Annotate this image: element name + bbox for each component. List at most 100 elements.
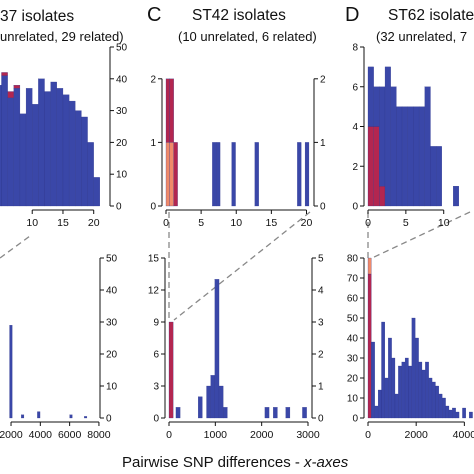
- c_top-bar-red: [173, 142, 178, 207]
- d_top-y-left-tick-label: 2: [352, 162, 358, 173]
- d_bottom-bar-blue: [455, 411, 460, 419]
- d_bottom-bar-blue: [404, 357, 409, 419]
- d_top-bar-blue: [453, 186, 459, 207]
- c_bottom-y-right-tick-label: 5: [318, 254, 324, 265]
- d_bottom-bar-blue: [381, 321, 385, 419]
- d_bottom-y-left-tick-label: 10: [347, 394, 359, 405]
- b_bottom-bar-blue: [9, 325, 13, 419]
- c_top-bar-red: [169, 78, 174, 143]
- d_top-y-left-tick-label: 6: [352, 82, 358, 93]
- c_bottom-y-left-tick-label: 9: [153, 318, 159, 329]
- b_bottom-x-tick-label: 4000: [29, 429, 53, 441]
- c_bottom-y-left-tick-label: 12: [148, 286, 160, 297]
- d_top-bar-blue: [384, 66, 391, 207]
- d_bottom-bar-blue: [391, 357, 396, 419]
- d_top-x-tick-label: 5: [403, 217, 409, 229]
- c_top-bar-blue: [297, 142, 302, 207]
- b_top-y-right-tick-label: 40: [116, 74, 128, 85]
- x-axes-caption-emphasis: x-axes: [303, 454, 349, 471]
- d_bottom-bar-red: [367, 273, 372, 419]
- c_top-x-tick-label: 10: [230, 217, 242, 229]
- b_top-bar-blue: [75, 110, 82, 207]
- c_top-x-tick-label: 0: [163, 217, 169, 229]
- c_bottom-bar-blue: [218, 385, 224, 419]
- b_bottom-x-tick-label: 2000: [0, 429, 23, 441]
- b_bottom-y-right-tick-label: 40: [106, 286, 118, 297]
- b_top-x-tick-label: 20: [88, 217, 100, 229]
- b_bottom-y-right-tick-label: 0: [106, 414, 112, 425]
- zoom-connector-c-right: [173, 211, 311, 321]
- d_bottom-y-left-tick-label: 0: [352, 414, 358, 425]
- panel-c-letter: C: [147, 4, 161, 26]
- c_bottom-x-tick-label: 2000: [250, 429, 274, 441]
- c_bottom-bar-blue: [210, 375, 215, 419]
- d_bottom-y-left-tick-label: 70: [347, 274, 359, 285]
- d_bottom-y-left-tick-label: 30: [347, 354, 359, 365]
- d_bottom-bar-blue: [401, 361, 406, 419]
- panel-b-subtitle: unrelated, 29 related): [0, 29, 124, 44]
- d_top-bar-blue: [424, 86, 431, 207]
- c_top-x-tick-label: 15: [266, 217, 278, 229]
- d_bottom-bar-blue: [374, 405, 379, 419]
- c_bottom-bar-blue: [302, 407, 307, 419]
- c_top-bar-blue: [212, 142, 217, 207]
- c_bottom-bar-blue: [206, 385, 211, 419]
- d_bottom-bar-blue: [448, 409, 453, 419]
- b_top-y-right-tick-label: 0: [116, 202, 122, 213]
- b_top-x-tick-label: 10: [26, 217, 38, 229]
- d_bottom-x-tick-label: 0: [365, 429, 371, 441]
- d_bottom-bar-blue: [421, 369, 426, 419]
- d_bottom-y-left-tick-label: 80: [347, 254, 359, 265]
- d_bottom-bar-blue: [452, 407, 456, 419]
- b_top-y-right-tick-label: 20: [116, 138, 128, 149]
- d_bottom-bar-blue: [408, 365, 412, 419]
- c_bottom-bar-blue: [273, 407, 278, 419]
- d_top-bar-red: [373, 126, 380, 207]
- c_bottom-bar-red: [168, 321, 174, 419]
- d_bottom-bar-blue: [431, 381, 436, 419]
- b_top-bar-blue: [25, 88, 33, 207]
- c_bottom-bar-blue: [223, 407, 228, 419]
- d_top-x-tick-label: 0: [365, 217, 371, 229]
- b_top-bar-blue: [87, 142, 94, 207]
- d_bottom-bar-blue: [377, 389, 382, 419]
- c_top-x-tick-label: 20: [301, 217, 313, 229]
- d_top-bar-blue: [379, 86, 386, 187]
- d_bottom-x-tick-label: 2000: [405, 429, 429, 441]
- d_bottom-bar-blue: [445, 405, 450, 419]
- d_bottom-bar-blue: [371, 341, 375, 419]
- c_bottom-x-tick-label: 3000: [296, 429, 320, 441]
- c_top-y-left-tick-label: 2: [150, 74, 156, 85]
- c_top-y-right-tick-label: 1: [320, 138, 326, 149]
- d_top-bar-blue: [373, 86, 380, 127]
- c_top-y-left-tick-label: 0: [150, 202, 156, 213]
- b_top-bar-blue: [81, 116, 88, 207]
- c_bottom-bar-blue: [175, 407, 181, 419]
- zoom-connector-d-right: [371, 211, 471, 259]
- d_bottom-y-left-tick-label: 60: [347, 294, 359, 305]
- d_top-bar-blue: [413, 106, 420, 207]
- d_bottom-bar-blue: [394, 393, 399, 419]
- panel-d-title: ST62 isolates: [388, 7, 474, 24]
- c_top-bar-orange: [165, 142, 170, 207]
- d_bottom-bar-blue: [384, 377, 389, 419]
- b_top-bar-red: [7, 91, 14, 99]
- c_top-bar-blue: [231, 142, 236, 207]
- b_top-y-right-tick-label: 30: [116, 106, 128, 117]
- d_bottom-y-left-tick-label: 50: [347, 314, 359, 325]
- c_bottom-x-tick-label: 1000: [204, 429, 228, 441]
- d_bottom-bar-blue: [469, 411, 473, 419]
- b_top-bar-blue: [62, 94, 70, 207]
- d_bottom-y-left-tick-label: 40: [347, 334, 359, 345]
- c_bottom-y-left-tick-label: 3: [153, 382, 159, 393]
- c_top-bar-blue: [216, 142, 221, 207]
- panel-b-title: 37 isolates: [0, 8, 74, 25]
- c_bottom-bar-blue: [198, 396, 203, 419]
- b_top-bar-blue: [7, 97, 14, 207]
- b_bottom-bar-blue: [84, 416, 88, 419]
- c_top-y-right-tick-label: 0: [320, 202, 326, 213]
- b_top-bar-blue: [68, 100, 76, 207]
- d_top-bar-blue: [436, 146, 442, 207]
- c_top-x-tick-label: 5: [198, 217, 204, 229]
